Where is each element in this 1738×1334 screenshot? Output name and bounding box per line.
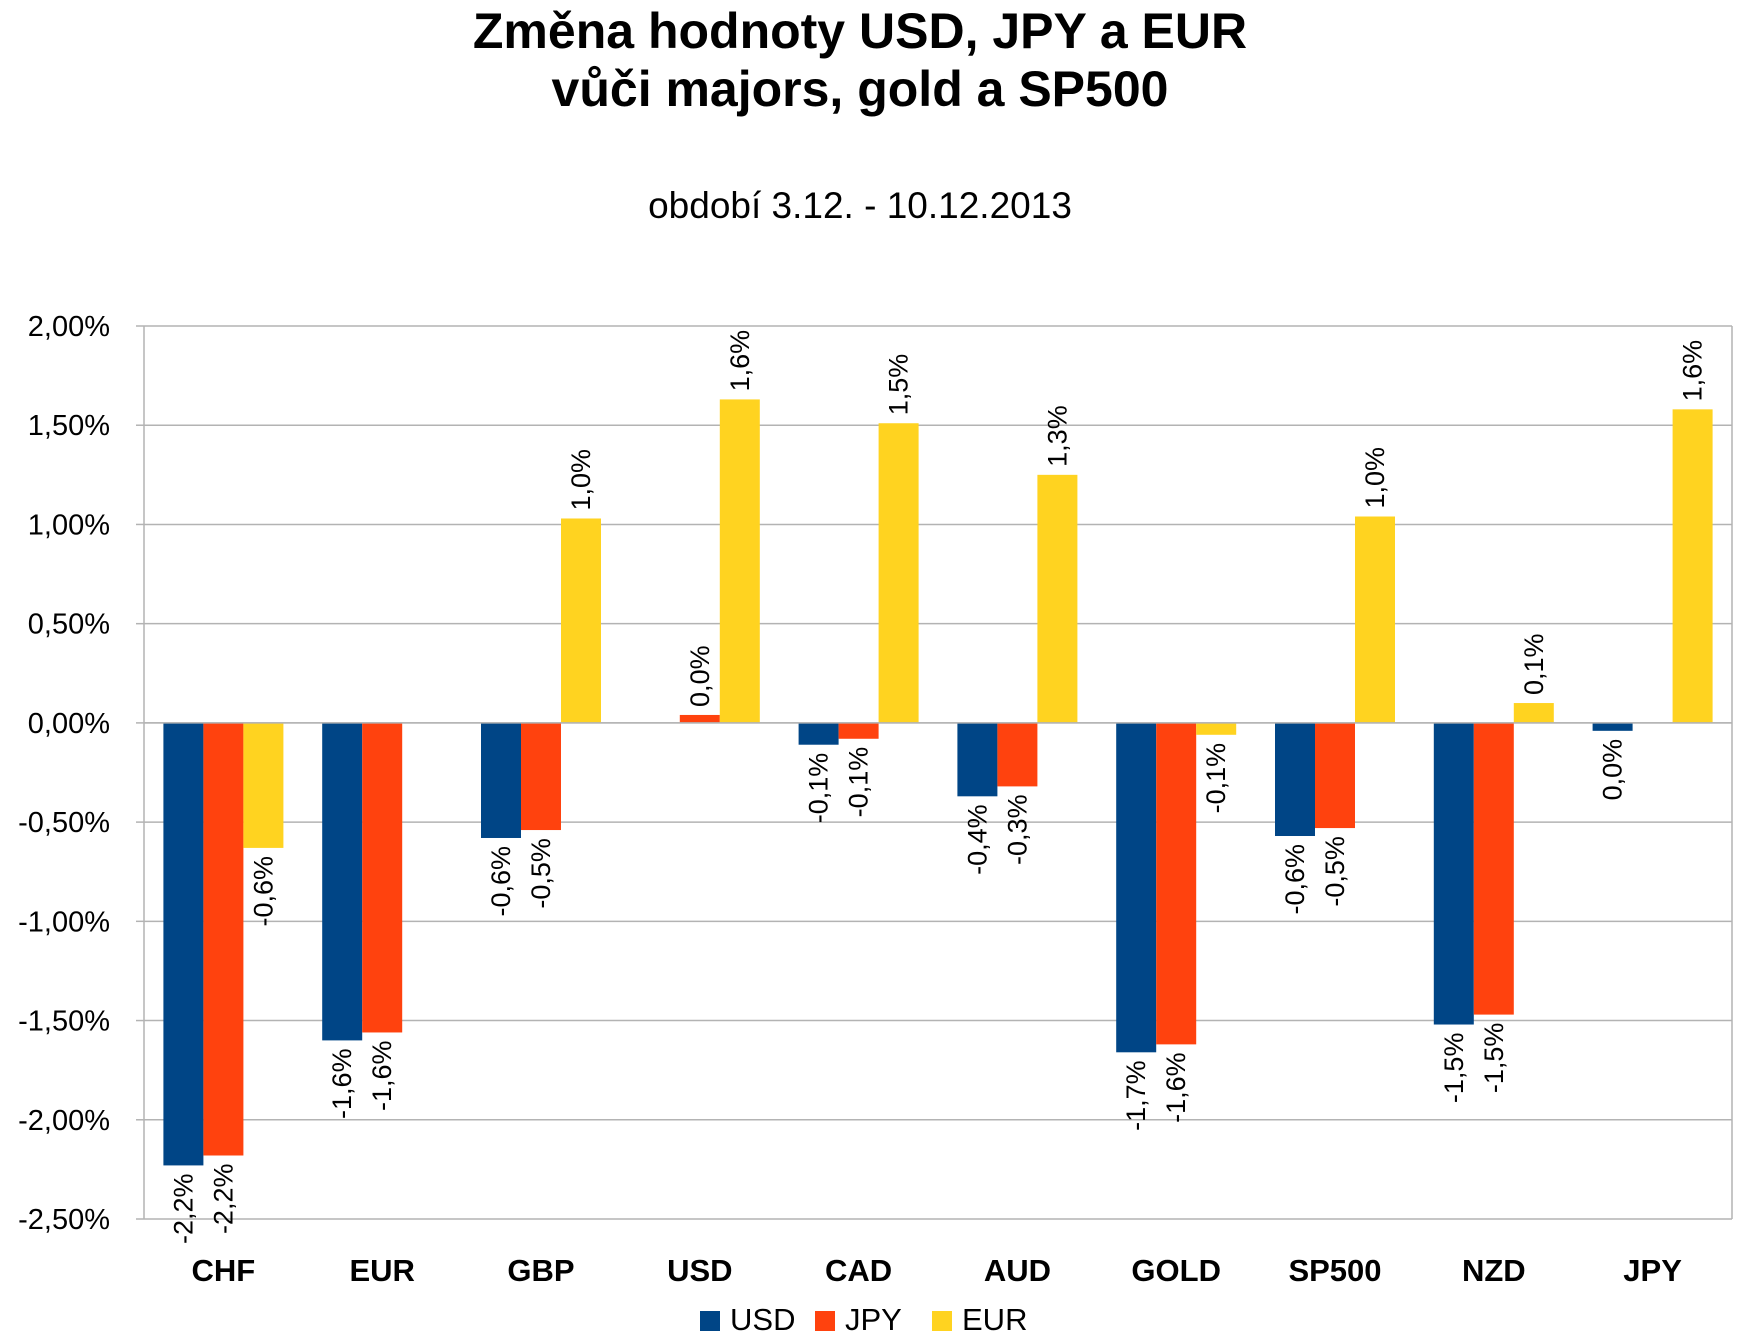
bar-eur-cad: [878, 423, 919, 723]
x-tick-label: EUR: [349, 1253, 414, 1288]
y-tick-label: 0,50%: [28, 609, 110, 641]
bar-jpy-nzd: [1473, 722, 1514, 1015]
bar-eur-nzd: [1513, 703, 1554, 723]
x-axis-category-labels: CHF EUR GBP USD CAD AUD GOLD SP500 NZD JPY: [192, 1253, 1683, 1288]
bar-jpy-usd: [679, 714, 720, 723]
data-label-jpy-gold: -1,6%: [1161, 1052, 1191, 1123]
data-label-jpy-eur: -1,6%: [367, 1040, 397, 1111]
bar-usd-sp500: [1275, 722, 1315, 837]
data-label-usd-aud: -0,4%: [962, 804, 992, 875]
data-label-eur-chf: -0,6%: [248, 856, 278, 927]
x-tick-label: GBP: [507, 1253, 574, 1288]
bars: [163, 399, 1713, 1166]
data-label-jpy-gbp: -0,5%: [526, 838, 556, 909]
bar-jpy-aud: [997, 722, 1038, 787]
x-tick-label: JPY: [1623, 1253, 1682, 1288]
bar-eur-jpy: [1672, 409, 1713, 723]
data-label-usd-gold: -1,7%: [1121, 1060, 1151, 1131]
data-label-eur-cad: 1,5%: [884, 354, 914, 416]
data-label-jpy-cad: -0,1%: [844, 747, 874, 818]
chart-title: Změna hodnoty USD, JPY a EUR vůči majors…: [473, 3, 1247, 117]
chart-title-line-2: vůči majors, gold a SP500: [552, 61, 1169, 117]
bar-jpy-chf: [203, 722, 244, 1156]
x-tick-label: AUD: [984, 1253, 1051, 1288]
chart-subtitle: období 3.12. - 10.12.2013: [648, 185, 1072, 226]
y-tick-label: 2,00%: [28, 311, 110, 343]
bar-usd-gold: [1116, 722, 1157, 1053]
bar-usd-chf: [163, 722, 204, 1166]
x-tick-label: CAD: [825, 1253, 892, 1288]
data-label-eur-jpy: 1,6%: [1678, 340, 1708, 402]
data-label-jpy-chf: -2,2%: [208, 1163, 238, 1234]
legend-swatch-eur: [932, 1311, 952, 1331]
legend: USD JPY EUR: [700, 1302, 1027, 1334]
y-tick-label: 1,50%: [28, 410, 110, 442]
legend-swatch-jpy: [815, 1311, 835, 1331]
x-tick-label: CHF: [192, 1253, 256, 1288]
chart-title-line-1: Změna hodnoty USD, JPY a EUR: [473, 3, 1247, 59]
y-tick-label: 0,00%: [28, 708, 110, 740]
legend-label-jpy: JPY: [845, 1302, 902, 1334]
data-label-usd-nzd: -1,5%: [1439, 1033, 1469, 1104]
data-label-usd-jpy: 0,0%: [1598, 739, 1628, 801]
bar-eur-sp500: [1355, 516, 1395, 723]
bar-usd-jpy: [1592, 722, 1633, 731]
y-axis-tick-labels: 2,00% 1,50% 1,00% 0,50% 0,00% -0,50% -1,00% -1,…: [18, 311, 110, 1236]
data-label-jpy-nzd: -1,5%: [1479, 1023, 1509, 1094]
data-label-eur-nzd: 0,1%: [1519, 633, 1549, 695]
bar-usd-nzd: [1433, 722, 1474, 1025]
y-tick-label: -2,00%: [18, 1105, 110, 1137]
data-label-eur-aud: 1,3%: [1042, 405, 1072, 467]
data-label-eur-sp500: 1,0%: [1360, 447, 1390, 509]
y-tick-label: -1,00%: [18, 906, 110, 938]
data-label-jpy-aud: -0,3%: [1002, 794, 1032, 865]
x-tick-label: SP500: [1288, 1253, 1381, 1288]
bar-eur-gbp: [561, 518, 601, 723]
x-tick-label: GOLD: [1131, 1253, 1221, 1288]
y-tick-label: -1,50%: [18, 1006, 110, 1038]
data-label-usd-eur: -1,6%: [327, 1048, 357, 1119]
bar-jpy-gbp: [521, 722, 561, 831]
data-label-jpy-sp500: -0,5%: [1320, 836, 1350, 907]
data-label-usd-cad: -0,1%: [804, 753, 834, 824]
data-labels: -2,2% -2,2% -0,6% -1,6% -1,6% -0,6% -0,5% 1,0% 0…: [168, 330, 1707, 1244]
x-tick-label: NZD: [1462, 1253, 1526, 1288]
legend-label-eur: EUR: [962, 1302, 1027, 1334]
data-label-eur-gold: -0,1%: [1201, 743, 1231, 814]
data-label-eur-gbp: 1,0%: [566, 449, 596, 511]
bar-usd-eur: [322, 722, 363, 1041]
data-label-eur-usd: 1,6%: [725, 330, 755, 392]
bar-usd-cad: [798, 722, 839, 745]
data-label-usd-gbp: -0,6%: [486, 846, 516, 917]
y-tick-label: 1,00%: [28, 509, 110, 541]
legend-swatch-usd: [700, 1311, 720, 1331]
data-label-usd-chf: -2,2%: [168, 1173, 198, 1244]
bar-eur-gold: [1196, 722, 1237, 735]
y-tick-label: -2,50%: [18, 1204, 110, 1236]
bar-usd-gbp: [481, 722, 521, 838]
legend-label-usd: USD: [730, 1302, 795, 1334]
x-tick-label: USD: [667, 1253, 732, 1288]
data-label-jpy-usd: 0,0%: [685, 645, 715, 707]
bar-eur-chf: [243, 722, 284, 848]
y-tick-label: -0,50%: [18, 807, 110, 839]
bar-jpy-cad: [838, 722, 879, 739]
bar-usd-aud: [957, 722, 998, 797]
bar-eur-usd: [719, 399, 760, 723]
bar-jpy-sp500: [1315, 722, 1355, 829]
bar-eur-aud: [1037, 474, 1078, 723]
bar-jpy-eur: [362, 722, 403, 1033]
data-label-usd-sp500: -0,6%: [1280, 844, 1310, 915]
bar-jpy-gold: [1156, 722, 1197, 1045]
